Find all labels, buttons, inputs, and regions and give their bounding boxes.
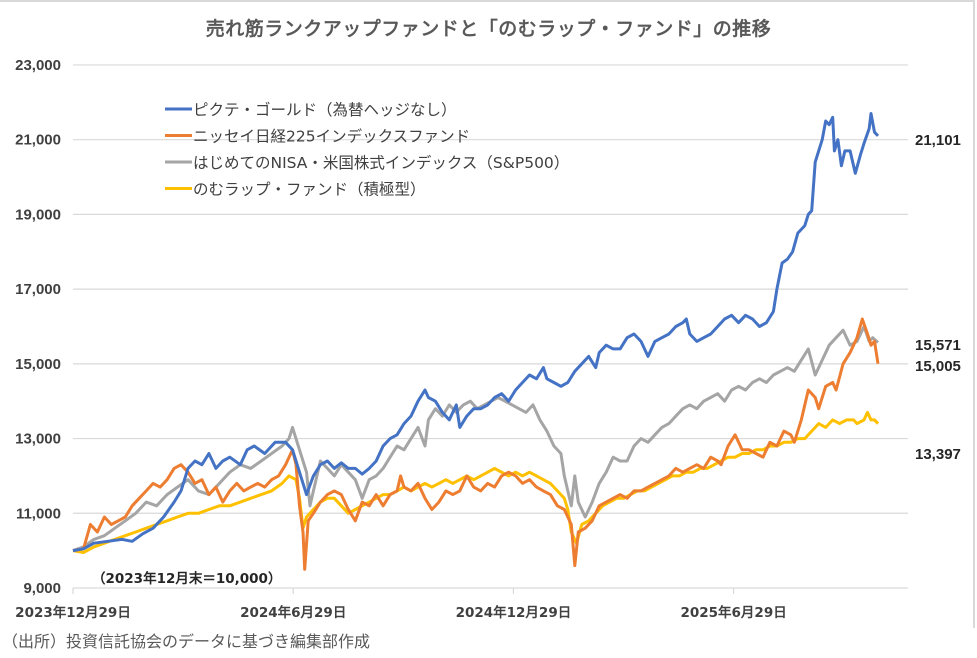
y-tick-label: 11,000 xyxy=(16,505,61,522)
y-tick-label: 23,000 xyxy=(15,57,61,74)
y-tick-label: 17,000 xyxy=(15,281,61,298)
y-tick-label: 13,000 xyxy=(15,431,61,448)
end-value-label: 21,101 xyxy=(915,132,961,149)
legend-item: はじめてのNISA・米国株式インデックス（S&P500） xyxy=(165,153,569,172)
legend-item: ピクテ・ゴールド（為替ヘッジなし） xyxy=(165,100,457,119)
x-tick-label: 2024年6月29日 xyxy=(240,604,346,621)
legend: ピクテ・ゴールド（為替ヘッジなし） ニッセイ日経225インデックスファンドはじめて… xyxy=(165,100,569,199)
x-tick-label: 2023年12月29日 xyxy=(15,604,131,621)
x-tick-label: 2024年12月29日 xyxy=(456,604,572,621)
base-annotation: （2023年12月末＝10,000） xyxy=(92,570,281,587)
y-tick-label: 15,000 xyxy=(15,356,61,373)
gridlines xyxy=(73,64,908,589)
y-tick-label: 19,000 xyxy=(15,206,61,223)
series-line xyxy=(72,112,880,553)
legend-label: ピクテ・ゴールド（為替ヘッジなし） xyxy=(193,100,457,119)
legend-label: のむラップ・ファンド（積極型） xyxy=(193,181,426,199)
y-tick-label: 21,000 xyxy=(15,132,61,149)
chart-title: 売れ筋ランクアップファンドと「のむラップ・ファンド」の推移 xyxy=(205,18,772,40)
end-value-label: 13,397 xyxy=(915,446,961,463)
y-tick-label: 9,000 xyxy=(23,580,61,597)
y-axis-ticks: 9,000 11,000 13,000 15,000 17,000 19,000 21,00… xyxy=(15,57,61,597)
legend-label: はじめてのNISA・米国株式インデックス（S&P500） xyxy=(193,153,569,172)
legend-item: ニッセイ日経225インデックスファンド xyxy=(165,127,470,146)
legend-label: ニッセイ日経225インデックスファンド xyxy=(193,127,470,146)
chart-frame xyxy=(0,0,975,628)
end-value-label: 15,571 xyxy=(915,337,961,354)
line-chart: 9,000 11,000 13,000 15,000 17,000 19,000 21,00… xyxy=(15,57,961,621)
legend-item: のむラップ・ファンド（積極型） xyxy=(165,181,426,199)
x-tick-label: 2025年6月29日 xyxy=(680,604,786,621)
series-line xyxy=(72,317,880,571)
source-note: （出所）投資信託協会のデータに基づき編集部作成 xyxy=(2,632,371,651)
end-labels: 21,101 15,005 15,571 13,397 xyxy=(915,132,961,463)
x-axis-ticks: 2023年12月29日 2024年6月29日 2024年12月29日 2025年6月2… xyxy=(15,588,787,621)
series-line xyxy=(72,325,880,553)
series-lines xyxy=(72,112,880,571)
end-value-label: 15,005 xyxy=(915,358,961,375)
